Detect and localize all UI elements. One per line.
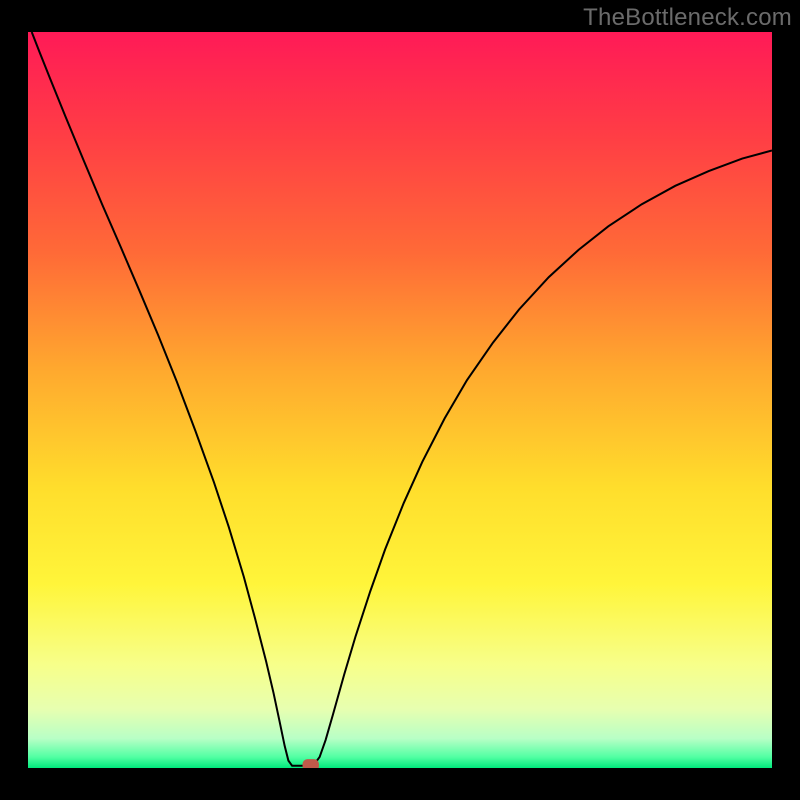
gradient-background	[28, 32, 772, 768]
plot-area	[28, 32, 772, 768]
chart-frame: TheBottleneck.com	[0, 0, 800, 800]
optimum-marker	[303, 759, 319, 768]
plot-svg	[28, 32, 772, 768]
watermark-text: TheBottleneck.com	[583, 4, 792, 32]
